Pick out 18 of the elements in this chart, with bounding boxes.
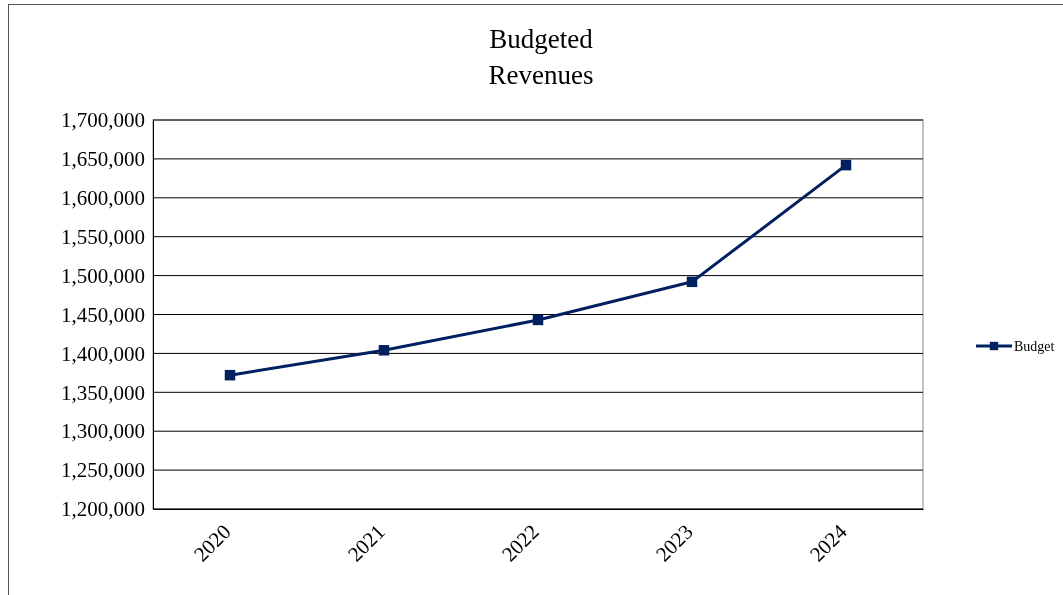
y-tick-label: 1,650,000 xyxy=(61,147,145,172)
y-tick-label: 1,700,000 xyxy=(61,108,145,133)
y-tick-label: 1,350,000 xyxy=(61,380,145,405)
point xyxy=(532,314,544,326)
point xyxy=(686,276,698,288)
legend-label: Budget xyxy=(1014,339,1055,354)
y-tick-label: 1,550,000 xyxy=(61,224,145,249)
y-tick-label: 1,250,000 xyxy=(61,458,145,483)
y-tick-label: 1,450,000 xyxy=(61,302,145,327)
point xyxy=(224,369,236,381)
point xyxy=(378,345,390,356)
point xyxy=(840,159,852,171)
chart-title: Budgeted Revenues xyxy=(488,24,594,90)
y-tick-label: 1,200,000 xyxy=(61,497,145,522)
y-tick-label: 1,300,000 xyxy=(61,419,145,444)
y-tick-label: 1,600,000 xyxy=(61,186,145,211)
y-tick-label: 1,400,000 xyxy=(61,341,145,366)
y-tick-label: 1,500,000 xyxy=(61,263,145,288)
